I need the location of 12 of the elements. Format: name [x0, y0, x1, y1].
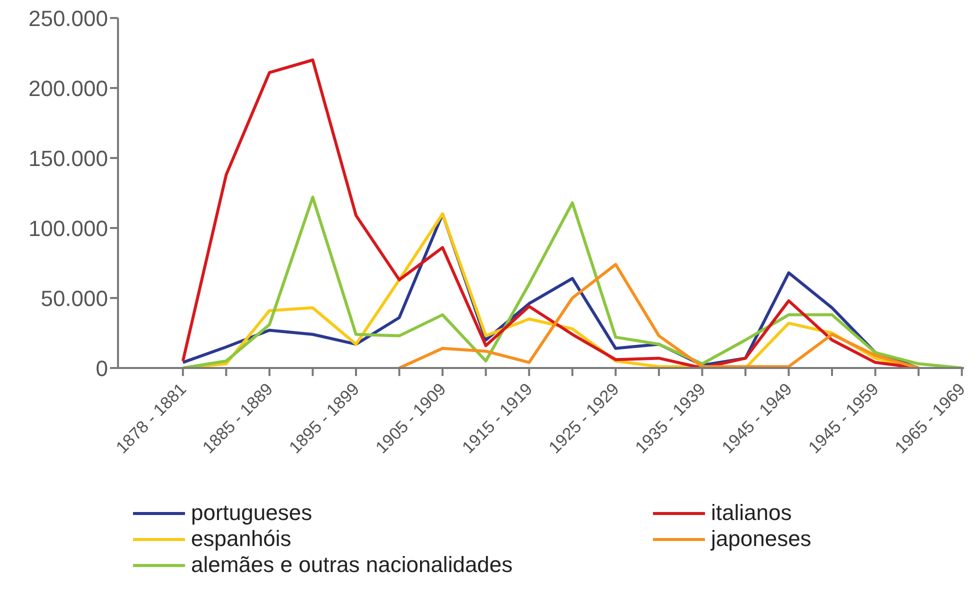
legend-label: japoneses [711, 526, 812, 552]
line-series [398, 262, 920, 368]
legend-label: portugueses [191, 500, 312, 526]
y-tick-label: 0 [96, 356, 108, 381]
y-tick-label: 100.000 [28, 216, 108, 241]
y-tick-label: 200.000 [28, 76, 108, 101]
y-tick-label: 250.000 [28, 6, 108, 31]
legend-label: italianos [711, 500, 792, 526]
legend-label: alemães e outras nacionalidades [191, 552, 513, 578]
y-tick-label: 50.000 [40, 286, 108, 311]
y-tick-label: 150.000 [28, 146, 108, 171]
legend-label: espanhóis [191, 526, 292, 552]
